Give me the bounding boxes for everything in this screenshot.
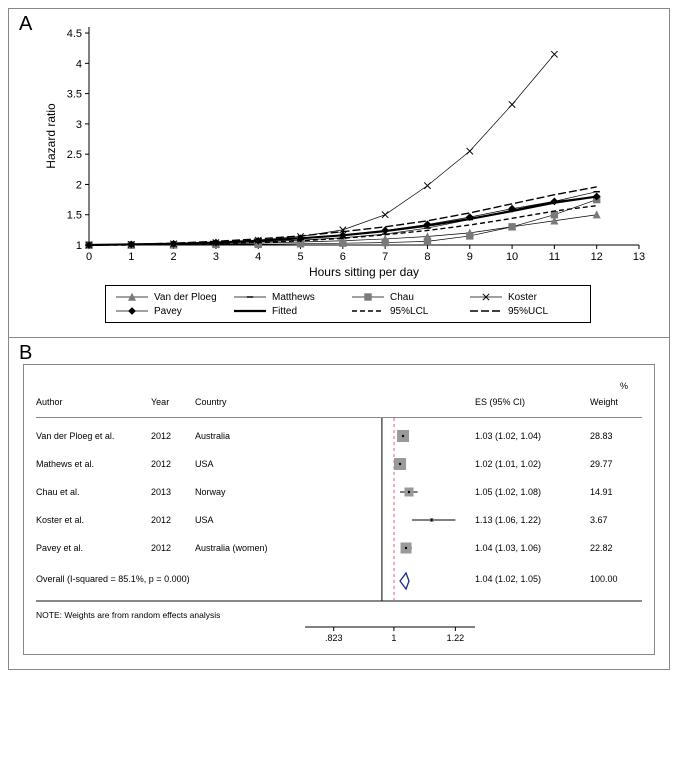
plot-cell bbox=[305, 539, 475, 557]
svg-text:8: 8 bbox=[424, 251, 430, 263]
svg-text:1: 1 bbox=[76, 240, 82, 252]
es-cell: 1.02 (1.01, 1.02) bbox=[475, 459, 590, 469]
svg-text:3.5: 3.5 bbox=[67, 89, 82, 101]
svg-text:12: 12 bbox=[591, 251, 603, 263]
country-cell: USA bbox=[195, 515, 305, 525]
svg-text:1.5: 1.5 bbox=[67, 210, 82, 222]
svg-text:3: 3 bbox=[213, 251, 219, 263]
svg-text:Hours sitting per day: Hours sitting per day bbox=[309, 265, 419, 279]
panel-a-chart: 01234567891011121311.522.533.544.5Hours … bbox=[41, 19, 655, 323]
svg-text:9: 9 bbox=[467, 251, 473, 263]
country-cell: Norway bbox=[195, 487, 305, 497]
forest-note: NOTE: Weights are from random effects an… bbox=[36, 601, 642, 624]
hdr-author: Author bbox=[36, 397, 151, 407]
svg-text:1: 1 bbox=[391, 633, 396, 643]
year-cell: 2012 bbox=[151, 543, 195, 553]
hdr-weight: Weight bbox=[590, 397, 640, 407]
weight-cell: 28.83 bbox=[590, 431, 640, 441]
legend-item: Pavey bbox=[112, 304, 230, 318]
svg-text:4: 4 bbox=[76, 58, 82, 70]
es-cell: 1.03 (1.02, 1.04) bbox=[475, 431, 590, 441]
svg-text:.823: .823 bbox=[325, 633, 343, 643]
year-cell: 2012 bbox=[151, 515, 195, 525]
weight-cell: 22.82 bbox=[590, 543, 640, 553]
overall-label: Overall (I-squared = 85.1%, p = 0.000) bbox=[36, 574, 305, 584]
panel-a: A 01234567891011121311.522.533.544.5Hour… bbox=[9, 9, 669, 338]
author-cell: Van der Ploeg et al. bbox=[36, 431, 151, 441]
panel-a-label: A bbox=[19, 13, 32, 36]
hdr-country: Country bbox=[195, 397, 305, 407]
author-cell: Koster et al. bbox=[36, 515, 151, 525]
panel-a-legend: Van der PloegMatthewsChauKoster PaveyFitt… bbox=[105, 285, 591, 323]
forest-row: Chau et al.2013Norway 1.05 (1.02, 1.08)14… bbox=[36, 478, 642, 506]
forest-scale: .823 1 1.22 bbox=[36, 624, 642, 644]
year-cell: 2012 bbox=[151, 459, 195, 469]
plot-cell bbox=[305, 427, 475, 445]
svg-text:1.22: 1.22 bbox=[447, 633, 465, 643]
overall-es: 1.04 (1.02, 1.05) bbox=[475, 574, 590, 584]
forest-row: Van der Ploeg et al.2012Australia 1.03 (1… bbox=[36, 422, 642, 450]
es-cell: 1.13 (1.06, 1.22) bbox=[475, 515, 590, 525]
author-cell: Pavey et al. bbox=[36, 543, 151, 553]
legend-item: 95%UCL bbox=[466, 304, 584, 318]
svg-text:2: 2 bbox=[76, 179, 82, 191]
forest-xaxis: .823 1 1.22 bbox=[305, 626, 475, 644]
year-cell: 2012 bbox=[151, 431, 195, 441]
forest-plot: % Author Year Country ES (95% CI) Weight… bbox=[23, 364, 655, 655]
svg-text:4.5: 4.5 bbox=[67, 28, 82, 40]
forest-body: Van der Ploeg et al.2012Australia1.03 (1… bbox=[36, 418, 642, 601]
pct-symbol: % bbox=[620, 381, 628, 391]
es-cell: 1.05 (1.02, 1.08) bbox=[475, 487, 590, 497]
hdr-es: ES (95% CI) bbox=[475, 397, 590, 407]
svg-text:13: 13 bbox=[633, 251, 645, 263]
legend-item: Koster bbox=[466, 290, 584, 304]
figure-container: A 01234567891011121311.522.533.544.5Hour… bbox=[8, 8, 670, 670]
plot-cell bbox=[305, 511, 475, 529]
svg-text:5: 5 bbox=[297, 251, 303, 263]
svg-text:3: 3 bbox=[76, 119, 82, 131]
svg-text:10: 10 bbox=[506, 251, 518, 263]
weight-cell: 3.67 bbox=[590, 515, 640, 525]
svg-text:Hazard ratio: Hazard ratio bbox=[44, 103, 58, 169]
plot-cell bbox=[305, 483, 475, 501]
svg-text:1: 1 bbox=[128, 251, 134, 263]
svg-text:6: 6 bbox=[340, 251, 346, 263]
svg-text:4: 4 bbox=[255, 251, 261, 263]
author-cell: Mathews et al. bbox=[36, 459, 151, 469]
svg-text:2.5: 2.5 bbox=[67, 149, 82, 161]
svg-text:11: 11 bbox=[549, 251, 560, 263]
forest-row: Koster et al.2012USA 1.13 (1.06, 1.22)3.6… bbox=[36, 506, 642, 534]
weight-cell: 14.91 bbox=[590, 487, 640, 497]
panel-b-label: B bbox=[19, 342, 32, 365]
legend-item: Chau bbox=[348, 290, 466, 304]
overall-weight: 100.00 bbox=[590, 574, 640, 584]
forest-row: Mathews et al.2012USA 1.02 (1.01, 1.02)29… bbox=[36, 450, 642, 478]
country-cell: USA bbox=[195, 459, 305, 469]
author-cell: Chau et al. bbox=[36, 487, 151, 497]
forest-overall-row: Overall (I-squared = 85.1%, p = 0.000) 1.… bbox=[36, 562, 642, 596]
panel-b: B % Author Year Country ES (95% CI) Weig… bbox=[9, 338, 669, 669]
forest-header: Author Year Country ES (95% CI) Weight bbox=[36, 379, 642, 418]
svg-text:7: 7 bbox=[382, 251, 388, 263]
es-cell: 1.04 (1.03, 1.06) bbox=[475, 543, 590, 553]
plot-cell bbox=[305, 455, 475, 473]
overall-plot-cell bbox=[305, 570, 475, 588]
weight-cell: 29.77 bbox=[590, 459, 640, 469]
svg-text:2: 2 bbox=[171, 251, 177, 263]
legend-item: Van der Ploeg bbox=[112, 290, 230, 304]
hdr-year: Year bbox=[151, 397, 195, 407]
forest-row: Pavey et al.2012Australia (women) 1.04 (1… bbox=[36, 534, 642, 562]
svg-text:0: 0 bbox=[86, 251, 92, 263]
country-cell: Australia bbox=[195, 431, 305, 441]
legend-item: Matthews bbox=[230, 290, 348, 304]
year-cell: 2013 bbox=[151, 487, 195, 497]
country-cell: Australia (women) bbox=[195, 543, 305, 553]
panel-a-svg: 01234567891011121311.522.533.544.5Hours … bbox=[41, 19, 651, 279]
legend-item: Fitted bbox=[230, 304, 348, 318]
legend-item: 95%LCL bbox=[348, 304, 466, 318]
